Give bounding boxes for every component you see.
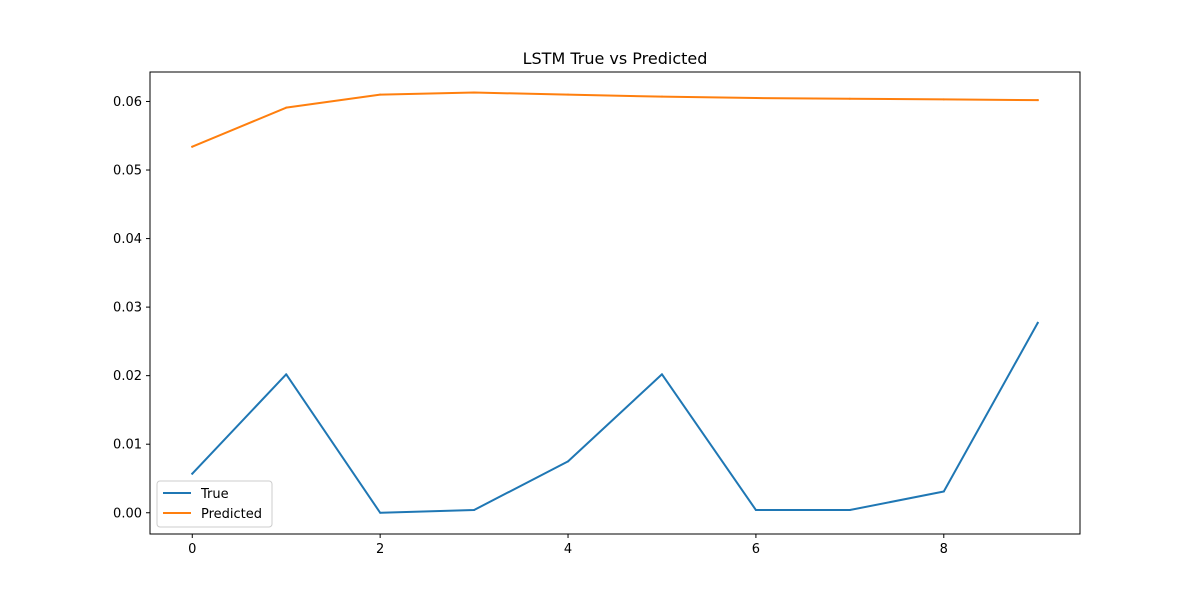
data-point-true-3: [473, 509, 476, 512]
data-point-true-8: [942, 490, 945, 493]
legend-label-predicted: Predicted: [201, 507, 262, 522]
data-point-true-7: [848, 509, 851, 512]
data-point-predicted-2: [379, 93, 382, 96]
data-point-predicted-3: [473, 91, 476, 94]
x-tick-label: 0: [188, 542, 196, 557]
y-tick-label: 0.03: [113, 301, 142, 316]
y-axis: 0.00 0.01 0.02 0.03 0.04 0.05 0.06: [113, 95, 150, 521]
legend: True Predicted: [156, 480, 273, 528]
y-tick-label: 0.01: [113, 438, 142, 453]
y-tick-label: 0.06: [113, 95, 142, 110]
series-line-true: [190, 321, 1040, 514]
data-point-true-0: [191, 472, 194, 475]
data-point-predicted-4: [567, 93, 570, 96]
data-point-predicted-5: [660, 95, 663, 98]
data-point-predicted-9: [1036, 99, 1039, 102]
data-point-true-4: [567, 460, 570, 463]
series-line-predicted: [190, 91, 1039, 149]
x-tick-label: 6: [752, 542, 760, 557]
data-point-predicted-0: [191, 145, 194, 148]
y-tick-label: 0.05: [113, 164, 142, 179]
data-point-true-5: [660, 373, 663, 376]
chart-title: LSTM True vs Predicted: [523, 49, 708, 68]
plot-frame: [149, 71, 1081, 535]
data-point-true-9: [1036, 321, 1039, 324]
x-axis: 0 2 4 6 8: [188, 534, 948, 557]
y-tick-label: 0.02: [113, 369, 142, 384]
x-tick-label: 8: [940, 542, 948, 557]
data-point-predicted-6: [754, 97, 757, 100]
x-tick-label: 4: [564, 542, 572, 557]
y-tick-label: 0.04: [113, 232, 142, 247]
data-point-predicted-7: [848, 97, 851, 100]
data-point-true-2: [379, 511, 382, 514]
legend-label-true: True: [200, 487, 229, 502]
data-point-predicted-1: [285, 106, 288, 109]
data-point-true-1: [285, 373, 288, 376]
y-tick-label: 0.00: [113, 506, 142, 521]
series-layer: [190, 91, 1040, 514]
data-point-predicted-8: [942, 98, 945, 101]
data-point-true-6: [754, 509, 757, 512]
x-tick-label: 2: [376, 542, 384, 557]
